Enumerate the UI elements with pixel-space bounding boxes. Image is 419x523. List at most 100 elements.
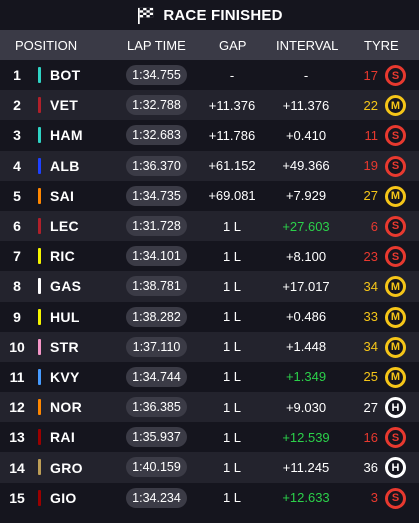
- interval-value: +0.410: [285, 127, 327, 143]
- team-color-bar: [38, 278, 41, 295]
- table-row[interactable]: 11 KVY 1:34.744 1 L +1.349 25 M: [0, 362, 419, 392]
- column-lap-time[interactable]: LAP TIME: [127, 37, 186, 53]
- column-tyre[interactable]: TYRE: [364, 37, 399, 53]
- driver-code[interactable]: VET: [50, 97, 79, 114]
- driver-code[interactable]: GIO: [50, 489, 77, 506]
- driver-code[interactable]: ALB: [50, 157, 80, 174]
- driver-code[interactable]: SAI: [50, 187, 75, 204]
- position-number: 13: [9, 429, 25, 446]
- gap-value: +11.786: [208, 127, 256, 143]
- table-row[interactable]: 14 GRO 1:40.159 1 L +11.245 36 H: [0, 452, 419, 483]
- tyre-age: 25: [363, 369, 378, 385]
- position-number: 6: [13, 218, 21, 235]
- lap-time-pill: 1:36.385: [126, 397, 187, 418]
- driver-code[interactable]: LEC: [50, 218, 79, 235]
- table-row[interactable]: 5 SAI 1:34.735 +69.081 +7.929 27 M: [0, 181, 419, 211]
- gap-value: -: [229, 67, 235, 83]
- driver-code[interactable]: HAM: [50, 127, 83, 144]
- team-color-bar: [38, 97, 41, 114]
- position-number: 14: [9, 459, 25, 476]
- driver-code[interactable]: NOR: [50, 399, 83, 416]
- tyre-compound-icon: H: [385, 457, 406, 479]
- gap-value: 1 L: [222, 309, 242, 325]
- interval-value: +9.030: [285, 399, 327, 415]
- position-number: 9: [13, 308, 21, 325]
- lap-time-pill: 1:40.159: [126, 457, 187, 478]
- table-row[interactable]: 8 GAS 1:38.781 1 L +17.017 34 M: [0, 271, 419, 302]
- table-row[interactable]: 9 HUL 1:38.282 1 L +0.486 33 M: [0, 302, 419, 332]
- position-number: 8: [13, 278, 21, 295]
- team-color-bar: [38, 187, 41, 204]
- table-row[interactable]: 12 NOR 1:36.385 1 L +9.030 27 H: [0, 392, 419, 423]
- tyre-age: 19: [363, 158, 378, 174]
- lap-time-pill: 1:37.110: [126, 336, 187, 357]
- tyre-compound-icon: M: [385, 185, 406, 207]
- table-row[interactable]: 2 VET 1:32.788 +11.376 +11.376 22 M: [0, 90, 419, 121]
- driver-code[interactable]: GAS: [50, 278, 82, 295]
- interval-value: +17.017: [282, 278, 330, 294]
- table-row[interactable]: 1 BOT 1:34.755 - - 17 S: [0, 60, 419, 90]
- interval-value: +12.633: [282, 490, 330, 506]
- tyre-age: 36: [363, 460, 378, 476]
- driver-code[interactable]: RAI: [50, 429, 76, 446]
- tyre-age: 17: [363, 67, 378, 83]
- position-number: 15: [9, 489, 25, 506]
- table-row[interactable]: 13 RAI 1:35.937 1 L +12.539 16 S: [0, 422, 419, 452]
- gap-value: +69.081: [208, 188, 256, 204]
- checkered-flag-icon: [138, 7, 154, 24]
- interval-value: -: [303, 67, 309, 83]
- tyre-age: 6: [370, 218, 378, 234]
- driver-code[interactable]: KVY: [50, 368, 80, 385]
- lap-time-pill: 1:31.728: [126, 215, 187, 236]
- team-color-bar: [38, 217, 41, 234]
- driver-code[interactable]: STR: [50, 338, 79, 355]
- tyre-age: 27: [363, 399, 378, 415]
- driver-code[interactable]: GRO: [50, 459, 83, 476]
- lap-time-pill: 1:34.744: [126, 366, 187, 387]
- tyre-compound-icon: M: [385, 276, 406, 298]
- tyre-compound-icon: S: [385, 246, 406, 268]
- team-color-bar: [38, 368, 41, 385]
- driver-code[interactable]: HUL: [50, 308, 80, 325]
- team-color-bar: [38, 338, 41, 355]
- tyre-compound-icon: S: [385, 125, 406, 147]
- gap-value: 1 L: [222, 399, 242, 415]
- column-position[interactable]: POSITION: [15, 37, 78, 53]
- tyre-compound-icon: S: [385, 155, 406, 177]
- table-row[interactable]: 7 RIC 1:34.101 1 L +8.100 23 S: [0, 241, 419, 271]
- lap-time-pill: 1:32.683: [126, 125, 187, 146]
- gap-value: +61.152: [208, 158, 256, 174]
- gap-value: +11.376: [208, 97, 256, 113]
- table-row[interactable]: 6 LEC 1:31.728 1 L +27.603 6 S: [0, 210, 419, 242]
- tyre-compound-icon: M: [385, 306, 406, 328]
- lap-time-pill: 1:38.781: [126, 276, 187, 297]
- tyre-compound-icon: H: [385, 397, 406, 419]
- lap-time-pill: 1:34.735: [126, 185, 187, 206]
- tyre-age: 11: [364, 127, 379, 143]
- lap-time-pill: 1:34.755: [126, 65, 187, 85]
- table-row[interactable]: 15 GIO 1:34.234 1 L +12.633 3 S: [0, 483, 419, 513]
- table-row[interactable]: 4 ALB 1:36.370 +61.152 +49.366 19 S: [0, 150, 419, 181]
- position-number: 10: [9, 338, 25, 355]
- table-row[interactable]: 3 HAM 1:32.683 +11.786 +0.410 11 S: [0, 120, 419, 150]
- table-row[interactable]: 10 STR 1:37.110 1 L +1.448 34 M: [0, 331, 419, 362]
- tyre-compound-icon: M: [385, 336, 406, 358]
- team-color-bar: [38, 308, 41, 325]
- interval-value: +8.100: [285, 248, 327, 264]
- gap-value: 1 L: [222, 248, 242, 264]
- tyre-age: 27: [363, 188, 378, 204]
- tyre-compound-icon: S: [385, 487, 406, 509]
- gap-value: 1 L: [222, 218, 242, 234]
- tyre-age: 16: [363, 429, 378, 445]
- interval-value: +11.245: [282, 460, 330, 476]
- column-interval[interactable]: INTERVAL: [276, 37, 339, 53]
- column-gap[interactable]: GAP: [219, 37, 247, 53]
- team-color-bar: [38, 399, 41, 416]
- gap-value: 1 L: [222, 339, 242, 355]
- driver-code[interactable]: RIC: [50, 248, 76, 265]
- interval-value: +11.376: [282, 97, 330, 113]
- lap-time-pill: 1:36.370: [126, 155, 187, 176]
- tyre-age: 22: [363, 97, 378, 113]
- driver-code[interactable]: BOT: [50, 67, 81, 84]
- position-number: 11: [9, 368, 25, 385]
